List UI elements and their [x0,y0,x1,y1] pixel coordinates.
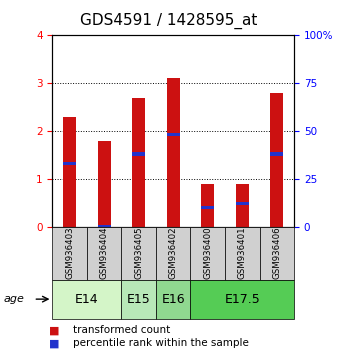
Bar [132,152,145,156]
Bar [132,97,145,227]
Text: GSM936406: GSM936406 [272,227,281,279]
Text: ■: ■ [49,325,59,335]
Text: transformed count: transformed count [73,325,170,335]
Text: age: age [3,294,24,304]
Bar [225,227,260,280]
Bar [52,227,87,280]
Bar [63,117,76,227]
Bar [63,162,76,165]
Text: GSM936403: GSM936403 [65,227,74,279]
Bar [98,141,111,227]
Bar [270,93,283,227]
Bar [236,202,249,205]
Bar [87,227,121,280]
Bar [260,227,294,280]
Bar [156,227,191,280]
Text: E14: E14 [75,293,99,306]
Bar [52,280,121,319]
Bar [191,280,294,319]
Bar [236,183,249,227]
Text: E16: E16 [162,293,185,306]
Bar [270,152,283,156]
Bar [98,225,111,228]
Bar [167,133,180,137]
Text: E17.5: E17.5 [224,293,260,306]
Text: GSM936405: GSM936405 [134,227,143,279]
Text: GSM936400: GSM936400 [203,227,212,279]
Bar [121,227,156,280]
Text: GDS4591 / 1428595_at: GDS4591 / 1428595_at [80,12,258,29]
Text: percentile rank within the sample: percentile rank within the sample [73,338,248,348]
Bar [201,183,214,227]
Bar [167,78,180,227]
Text: GSM936402: GSM936402 [169,227,178,279]
Text: GSM936401: GSM936401 [238,227,247,279]
Bar [191,227,225,280]
Bar [156,280,191,319]
Text: E15: E15 [127,293,150,306]
Bar [121,280,156,319]
Bar [201,206,214,209]
Text: ■: ■ [49,338,59,348]
Text: GSM936404: GSM936404 [100,227,109,279]
